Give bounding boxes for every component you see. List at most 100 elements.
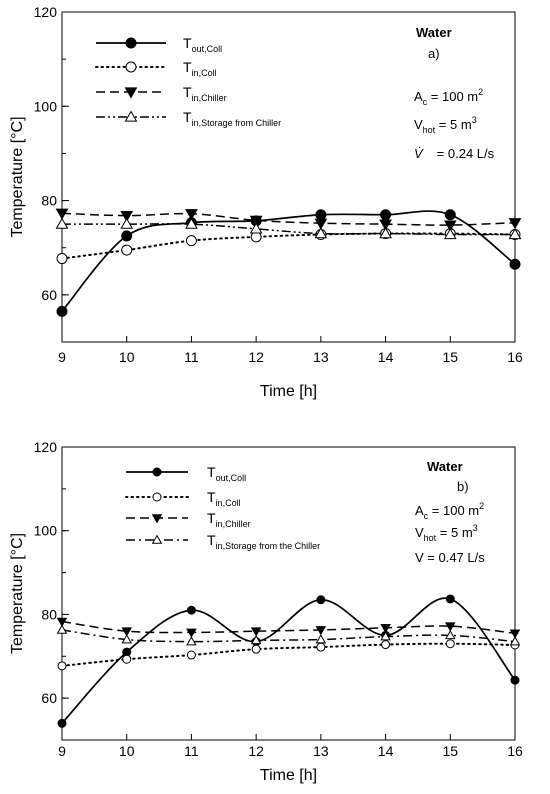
flow-rate: V = 0.47 L/s — [415, 550, 485, 565]
data-point — [185, 235, 197, 247]
legend-label: Tin,Chiller — [183, 84, 227, 103]
data-point — [445, 622, 456, 632]
chart-panel-a: 9 10 11 12 13 14 15 16 60 80 100 120 Time [h] Tempera… — [9, 4, 523, 400]
data-point — [55, 208, 69, 220]
collector-area: Ac = 100 m2 — [415, 501, 484, 521]
annotation-title: Water — [416, 25, 452, 40]
y-tick-label: 80 — [41, 193, 57, 209]
panel-label: a) — [428, 46, 440, 61]
data-point — [381, 640, 391, 650]
data-point — [380, 631, 391, 641]
data-point — [57, 718, 67, 728]
series-line — [61, 629, 516, 643]
x-tick-label: 10 — [119, 349, 135, 365]
data-point — [185, 217, 198, 229]
x-tick-label: 15 — [442, 743, 458, 759]
y-tick-label: 120 — [34, 4, 58, 20]
x-tick-label: 11 — [184, 743, 199, 759]
legend-label-main: T — [207, 464, 216, 480]
data-point — [250, 627, 262, 637]
legend-label: Tin,Coll — [207, 489, 241, 508]
chart-panel-b: 9 10 11 12 13 14 15 16 60 80 100 120 Time [h] Tempera… — [9, 439, 523, 784]
legend-label-sub: in,Chiller — [192, 93, 227, 103]
y-axis-label: Temperature [°C] — [9, 116, 26, 237]
x-tick-label: 10 — [119, 743, 135, 759]
data-point — [316, 595, 326, 605]
data-point — [314, 218, 328, 230]
legend-label-main: T — [183, 109, 192, 125]
data-point — [315, 634, 327, 644]
data-point — [444, 209, 456, 221]
x-tick-label: 16 — [507, 349, 523, 365]
annotation-title: Water — [427, 459, 463, 474]
data-point — [379, 227, 392, 239]
y-tick-label: 80 — [41, 606, 57, 622]
data-point — [185, 209, 198, 221]
legend-entry: Tin,Storage from the Chiller — [126, 532, 320, 551]
series-line — [62, 223, 516, 236]
legend-label-sub: in,Chiller — [216, 519, 251, 529]
data-point — [121, 627, 132, 637]
x-axis-label: Time [h] — [260, 383, 317, 400]
data-point — [445, 629, 456, 640]
flow-rate-main: V — [415, 550, 424, 565]
series-in-coll — [57, 639, 520, 671]
collector-area-sub: c — [424, 511, 429, 521]
x-tick-label: 11 — [184, 349, 199, 365]
y-axis-label: Temperature [°C] — [9, 533, 26, 654]
legend-marker — [152, 492, 162, 502]
data-point — [314, 227, 328, 239]
legend-marker — [125, 37, 137, 49]
data-point — [121, 634, 132, 644]
series-line — [61, 620, 516, 635]
flow-rate: V̇ = 0.24 L/s — [414, 146, 495, 161]
storage-volume-sup: 3 — [472, 115, 477, 125]
legend-label-sub: in,Coll — [216, 498, 241, 508]
legend-label-main: T — [207, 489, 216, 505]
legend-label-main: T — [183, 84, 192, 100]
storage-volume: Vhot = 5 m3 — [414, 115, 477, 135]
annotations: Water a) Ac = 100 m2 Vhot = 5 m3 V̇ = 0.24 L/… — [414, 25, 495, 161]
legend-marker — [152, 467, 162, 477]
plot-frame — [61, 11, 516, 343]
collector-area-value: = 100 m — [428, 503, 479, 518]
storage-volume-main: V — [415, 525, 424, 540]
legend-label: Tout,Coll — [183, 35, 222, 54]
legend-marker — [151, 514, 163, 524]
series-line — [61, 642, 516, 667]
series-in-chiller — [55, 208, 522, 232]
data-point — [316, 642, 326, 652]
legend-label-main: T — [207, 532, 216, 548]
legend-entry: Tin,Chiller — [126, 510, 251, 529]
collector-area-main: A — [415, 503, 424, 518]
plot-frame — [61, 446, 516, 741]
legend-label-sub: in,Coll — [192, 68, 217, 78]
legend-marker — [151, 534, 163, 544]
series-in-storage-from-the-chiller — [56, 624, 521, 646]
y-tick-label: 60 — [41, 690, 57, 706]
collector-area: Ac = 100 m2 — [414, 87, 483, 107]
storage-volume-sup: 3 — [473, 523, 478, 533]
data-point — [186, 650, 196, 660]
series-line — [61, 212, 516, 226]
legend-label: Tin,Storage from the Chiller — [207, 532, 320, 551]
legend-label-main: T — [207, 510, 216, 526]
data-point — [250, 634, 262, 645]
data-point — [510, 675, 520, 685]
legend-entry: Tout,Coll — [126, 464, 246, 483]
storage-volume-main: V — [414, 117, 423, 132]
series-in-chiller — [56, 617, 521, 639]
x-tick-label: 13 — [313, 349, 329, 365]
data-point — [445, 594, 455, 604]
legend-marker — [124, 110, 138, 122]
series-in-storage-from-chiller — [55, 217, 522, 240]
data-point — [120, 211, 134, 223]
collector-area-sup: 2 — [479, 501, 484, 511]
legend-entry: Tin,Chiller — [96, 84, 227, 103]
data-point — [380, 624, 391, 634]
legend-label-sub: out,Coll — [216, 473, 247, 483]
data-point — [509, 629, 521, 639]
data-point — [55, 217, 69, 229]
data-point — [380, 209, 392, 221]
